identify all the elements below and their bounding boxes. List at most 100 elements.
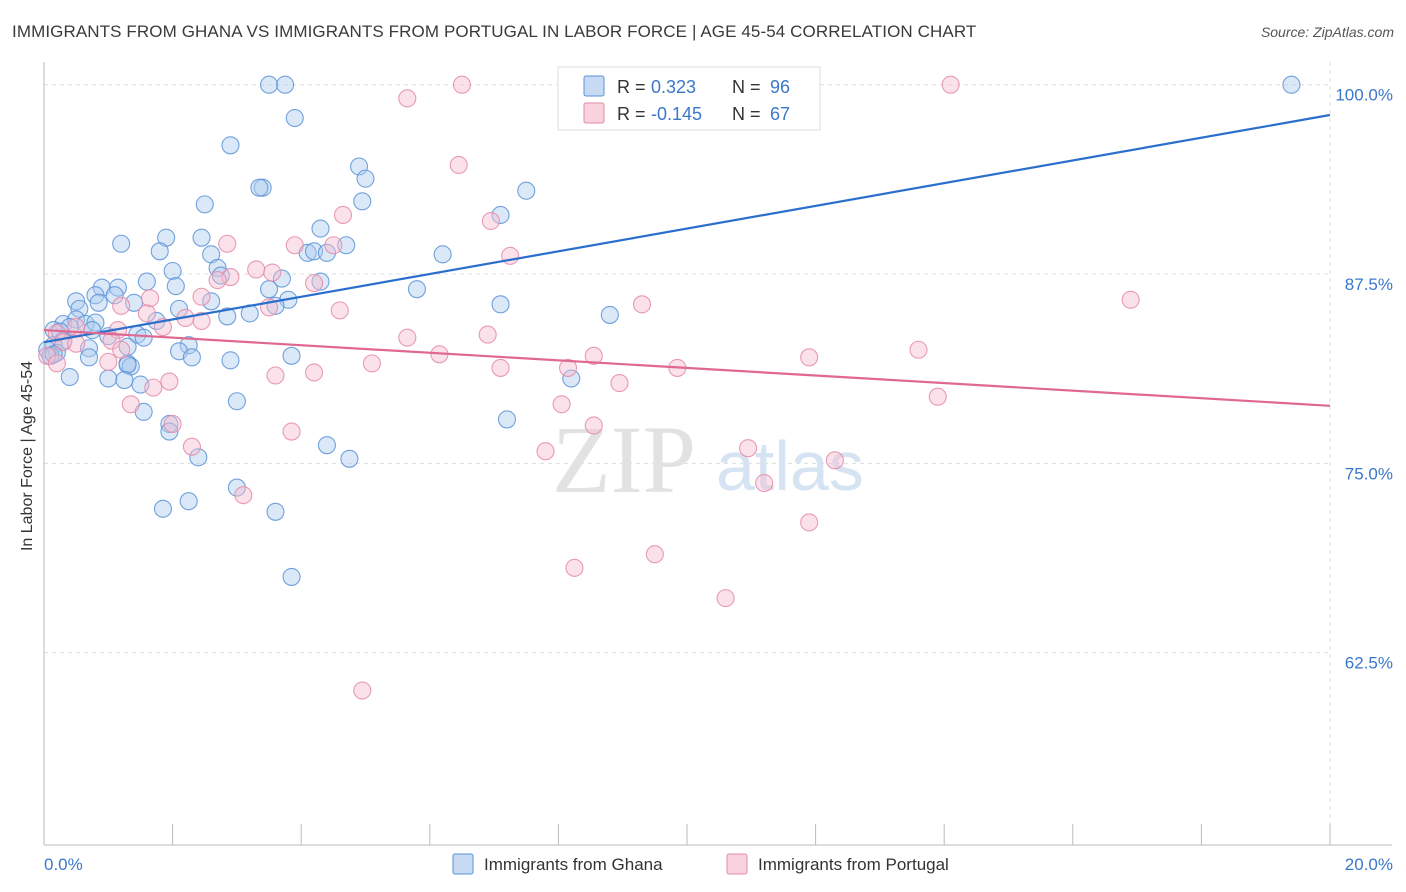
portugal-point-22 xyxy=(137,304,156,323)
ghana-point-92 xyxy=(179,492,198,511)
portugal-point-41 xyxy=(47,354,66,373)
series-legend-label-ghana: Immigrants from Ghana xyxy=(484,855,663,874)
ghana-point-93 xyxy=(153,499,173,518)
portugal-point-3 xyxy=(449,155,468,175)
ghana-point-27 xyxy=(272,269,291,288)
ghana-point-1 xyxy=(276,75,295,94)
portugal-point-35 xyxy=(909,340,928,359)
ghana-point-19 xyxy=(433,245,452,264)
ghana-point-73 xyxy=(282,346,301,365)
axes xyxy=(43,62,1392,846)
series-legend-label-portugal: Immigrants from Portugal xyxy=(758,855,949,874)
portugal-point-67 xyxy=(353,681,372,700)
correlation-legend: R = 0.323 N = 96 R = -0.145 N = 67 xyxy=(557,66,821,131)
ghana-point-15 xyxy=(337,236,356,255)
ghana-point-30 xyxy=(166,277,185,296)
ghana-point-13 xyxy=(311,219,330,238)
portugal-point-14 xyxy=(305,274,324,293)
ghana-point-72 xyxy=(182,348,201,367)
portugal-point-11 xyxy=(263,263,282,282)
ghana-point-25 xyxy=(163,261,182,281)
ghana-point-77 xyxy=(118,355,137,374)
portugal-point-66 xyxy=(716,589,735,608)
legend-r-label-portugal: R = xyxy=(617,104,646,124)
portugal-point-63 xyxy=(800,513,819,532)
ghana-point-28 xyxy=(137,272,156,291)
portugal-point-51 xyxy=(928,387,947,406)
portugal-point-56 xyxy=(282,422,301,441)
ghana-point-4 xyxy=(221,136,240,155)
portugal-point-55 xyxy=(584,416,603,435)
legend-n-value-ghana: 96 xyxy=(770,77,790,97)
portugal-point-6 xyxy=(218,234,237,253)
ghana-point-48 xyxy=(600,305,619,324)
portugal-point-33 xyxy=(67,334,86,353)
ghana-point-94 xyxy=(266,502,285,521)
ghana-point-83 xyxy=(227,392,246,411)
ghana-point-17 xyxy=(192,228,211,247)
chart-title: IMMIGRANTS FROM GHANA VS IMMIGRANTS FROM… xyxy=(12,22,977,41)
ghana-point-6 xyxy=(356,169,375,188)
portugal-point-49 xyxy=(610,374,629,393)
ghana-point-44 xyxy=(70,299,89,318)
ghana-point-47 xyxy=(218,307,237,326)
ghana-point-95 xyxy=(282,567,301,586)
y-tick-label-1: 75.0% xyxy=(1345,464,1393,483)
watermark-atlas: atlas xyxy=(716,427,864,505)
portugal-trend-line xyxy=(43,328,1331,407)
portugal-point-13 xyxy=(208,271,227,290)
portugal-point-5 xyxy=(481,211,500,231)
portugal-point-50 xyxy=(144,378,163,397)
ghana-point-88 xyxy=(317,436,336,455)
legend-n-label-ghana: N = xyxy=(732,77,761,97)
y-tick-labels: 62.5% 75.0% 87.5% 100.0% xyxy=(1335,86,1393,673)
ghana-point-34 xyxy=(105,286,124,305)
portugal-point-28 xyxy=(47,324,66,343)
ghana-point-0 xyxy=(259,75,279,94)
legend-r-value-ghana: 0.323 xyxy=(651,77,696,97)
portugal-point-2 xyxy=(398,89,417,108)
legend-n-value-portugal: 67 xyxy=(770,104,790,124)
portugal-point-42 xyxy=(99,352,118,371)
ghana-point-3 xyxy=(285,108,304,128)
ghana-point-51 xyxy=(67,310,86,329)
portugal-point-36 xyxy=(38,346,57,365)
portugal-point-10 xyxy=(247,260,266,279)
portugal-point-54 xyxy=(163,414,182,434)
ghana-point-40 xyxy=(89,293,108,312)
y-tick-label-2: 87.5% xyxy=(1345,275,1393,294)
ghana-point-64 xyxy=(179,336,198,355)
portugal-point-31 xyxy=(102,331,121,350)
ghana-point-8 xyxy=(250,178,269,197)
portugal-point-20 xyxy=(112,296,131,315)
portugal-point-4 xyxy=(333,205,353,225)
portugal-point-53 xyxy=(121,395,140,414)
legend-r-label-ghana: R = xyxy=(617,77,646,97)
ghana-point-35 xyxy=(407,280,426,299)
portugal-point-47 xyxy=(305,363,324,382)
portugal-point-34 xyxy=(112,340,131,359)
ghana-point-55 xyxy=(83,321,102,340)
portugal-point-24 xyxy=(192,311,211,331)
portugal-point-44 xyxy=(558,358,578,377)
ghana-point-91 xyxy=(227,478,246,497)
ghana-points xyxy=(38,75,1301,586)
y-tick-label-0: 62.5% xyxy=(1345,654,1393,673)
series-legend: Immigrants from Ghana Immigrants from Po… xyxy=(452,853,949,875)
legend-r-value-portugal: -0.145 xyxy=(651,104,702,124)
ghana-point-89 xyxy=(189,448,208,467)
trend-lines xyxy=(43,113,1331,407)
portugal-point-64 xyxy=(645,545,664,564)
portugal-point-48 xyxy=(160,372,179,391)
x-tick-label-max: 20.0% xyxy=(1345,855,1393,874)
portugal-point-57 xyxy=(182,437,201,456)
watermark: ZIP atlas xyxy=(552,406,864,513)
ghana-point-29 xyxy=(311,272,330,291)
ghana-point-60 xyxy=(134,328,153,347)
portugal-point-65 xyxy=(565,558,584,577)
x-tick-label-min: 0.0% xyxy=(44,855,83,874)
ghana-point-85 xyxy=(497,410,517,429)
portugal-points xyxy=(38,75,1140,700)
ghana-point-2 xyxy=(1282,75,1301,94)
